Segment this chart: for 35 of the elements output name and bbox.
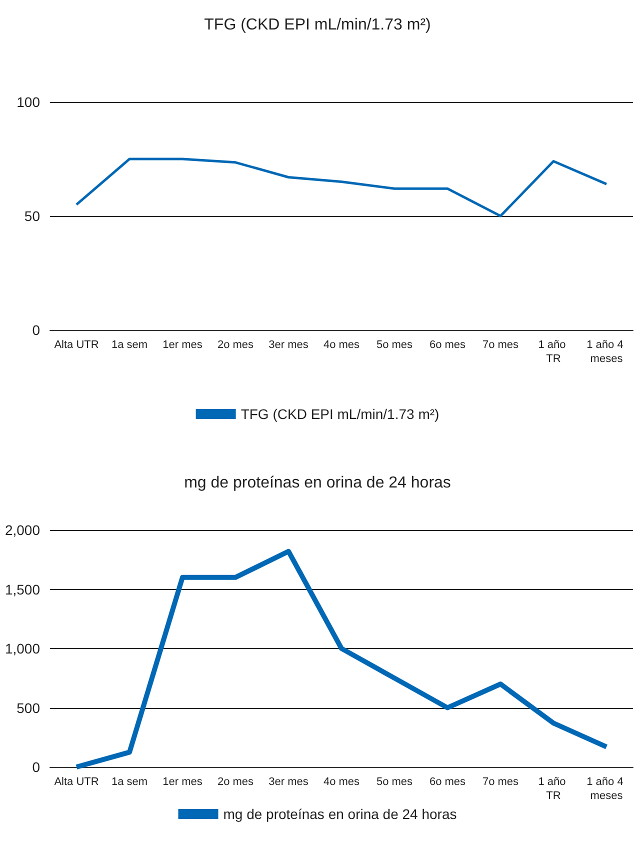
x-tick-label: 7o mes: [482, 339, 520, 351]
y-tick-label: 0: [32, 322, 40, 338]
x-tick-label: 3er mes: [268, 776, 309, 788]
x-tick-label: 2o mes: [217, 339, 254, 351]
x-tick-label: Alta UTR: [54, 776, 99, 788]
y-tick-label: 1,000: [4, 640, 40, 656]
x-tick-label: 5o mes: [376, 776, 414, 788]
x-tick-label: 6o mes: [429, 776, 466, 788]
x-tick-label: 6o mes: [429, 339, 466, 351]
x-tick-label: 1 año TR: [538, 776, 569, 802]
x-tick-label: 1 año 4 meses: [586, 776, 626, 802]
x-tick-label: 3er mes: [268, 339, 309, 351]
y-tick-label: 100: [16, 94, 40, 110]
legend-label: mg de proteínas en orina de 24 horas: [223, 806, 457, 822]
x-tick-label: 2o mes: [217, 776, 254, 788]
x-tick-label: 4o mes: [323, 339, 360, 351]
x-tick-label: 1er mes: [162, 339, 203, 351]
x-tick-label: 1er mes: [162, 776, 203, 788]
y-tick-label: 1,500: [4, 581, 40, 598]
y-tick-label: 0: [32, 759, 40, 775]
y-tick-label: 500: [16, 700, 40, 716]
y-tick-label: 50: [24, 208, 40, 224]
chart-title: mg de proteínas en orina de 24 horas: [184, 474, 451, 492]
x-tick-label: 1a sem: [111, 339, 148, 351]
x-tick-label: 7o mes: [482, 776, 520, 788]
x-tick-label: 1a sem: [111, 776, 148, 788]
x-tick-label: 5o mes: [376, 339, 414, 351]
x-tick-label: 4o mes: [323, 776, 360, 788]
y-tick-label: 2,000: [4, 522, 40, 538]
line-series: [75, 158, 608, 218]
x-tick-label: 1 año TR: [538, 339, 569, 365]
legend-label: TFG (CKD EPI mL/min/1.73 m²): [240, 406, 440, 422]
chart-title: TFG (CKD EPI mL/min/1.73 m²): [204, 16, 431, 34]
x-tick-label: 1 año 4 meses: [586, 339, 626, 365]
x-tick-label: Alta UTR: [54, 339, 99, 351]
